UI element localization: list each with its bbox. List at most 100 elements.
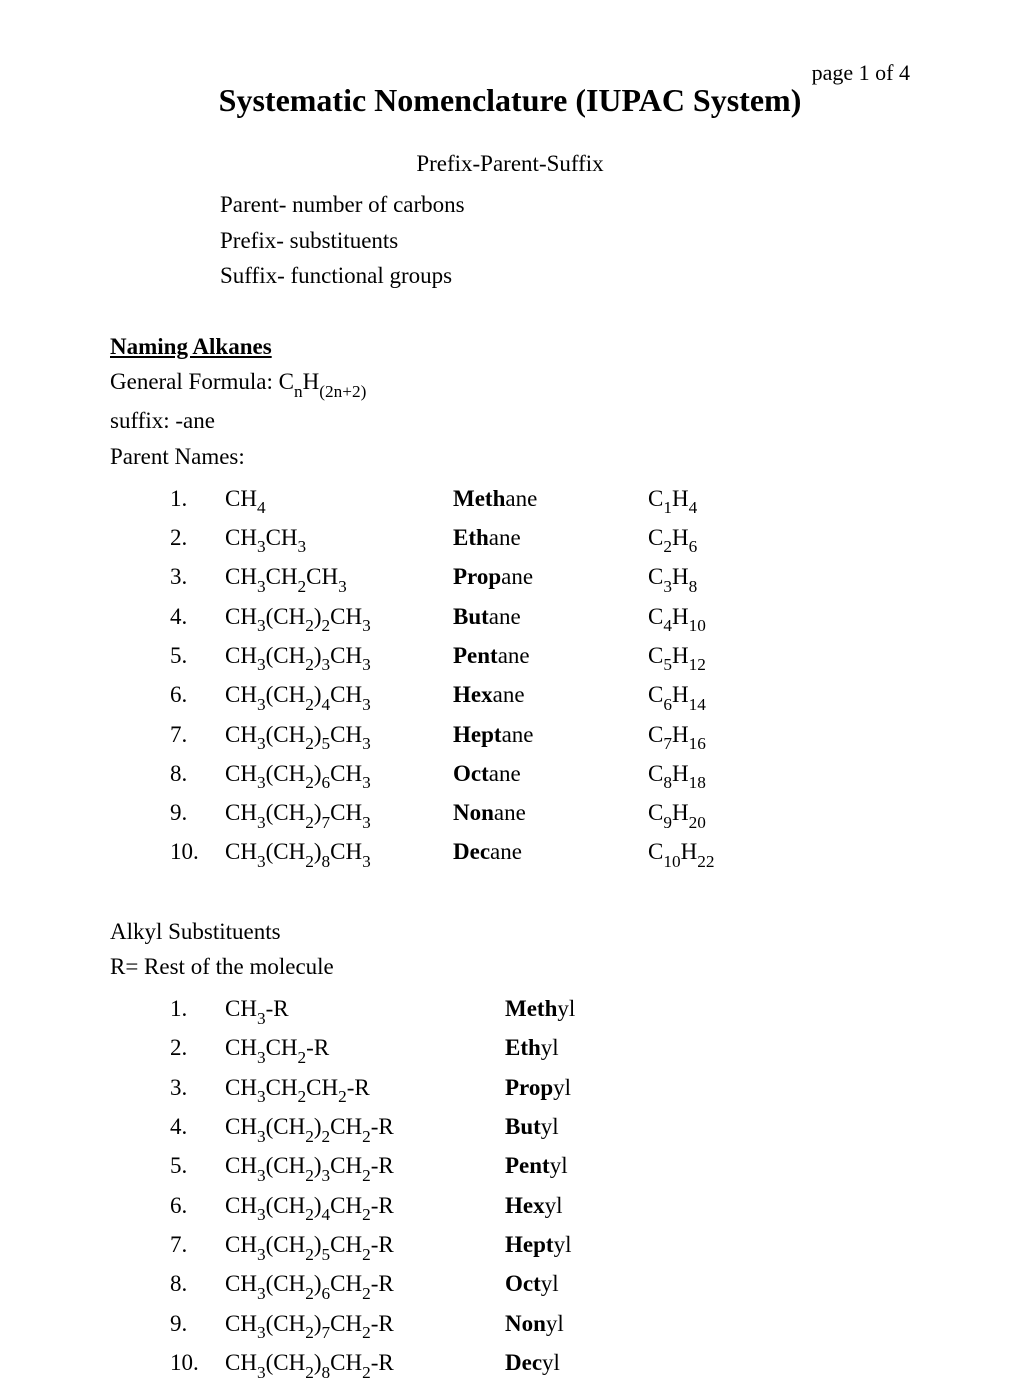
alkane-name: Nonane [453,795,648,834]
alkane-name: Ethane [453,520,648,559]
table-row: 7.CH3(CH2)5CH3HeptaneC7H16 [170,717,910,756]
substituent-name: Methyl [505,991,705,1030]
substituent-name: Decyl [505,1345,705,1384]
parent-description: Parent- number of carbons [220,187,910,223]
molecular-formula: C2H6 [648,520,788,559]
page-number: page 1 of 4 [812,60,910,86]
table-row: 2.CH3CH2-REthyl [170,1030,910,1069]
substituent-name: Propyl [505,1070,705,1109]
structural-formula: CH3(CH2)7CH2-R [225,1306,505,1345]
row-number: 7. [170,1227,225,1266]
table-row: 8.CH3(CH2)6CH2-ROctyl [170,1266,910,1305]
table-row: 10.CH3(CH2)8CH2-RDecyl [170,1345,910,1384]
structural-formula: CH3(CH2)4CH2-R [225,1188,505,1227]
structural-formula: CH3(CH2)6CH2-R [225,1266,505,1305]
substituent-name: Heptyl [505,1227,705,1266]
substituent-name: Ethyl [505,1030,705,1069]
row-number: 1. [170,991,225,1030]
alkane-name: Propane [453,559,648,598]
structural-formula: CH3(CH2)6CH3 [225,756,453,795]
structural-formula: CH3(CH2)3CH2-R [225,1148,505,1187]
row-number: 9. [170,1306,225,1345]
suffix-line: suffix: -ane [110,403,910,439]
row-number: 9. [170,795,225,834]
table-row: 5.CH3(CH2)3CH3PentaneC5H12 [170,638,910,677]
substituent-name: Butyl [505,1109,705,1148]
table-row: 5.CH3(CH2)3CH2-RPentyl [170,1148,910,1187]
alkane-name: Heptane [453,717,648,756]
row-number: 7. [170,717,225,756]
alkane-table: 1.CH4MethaneC1H42.CH3CH3EthaneC2H63.CH3C… [170,481,910,874]
r-definition: R= Rest of the molecule [110,949,910,985]
table-row: 9.CH3(CH2)7CH2-RNonyl [170,1306,910,1345]
substituent-name: Hexyl [505,1188,705,1227]
molecular-formula: C1H4 [648,481,788,520]
table-row: 7.CH3(CH2)5CH2-RHeptyl [170,1227,910,1266]
structural-formula: CH3CH2CH2-R [225,1070,505,1109]
structural-formula: CH3CH2-R [225,1030,505,1069]
molecular-formula: C8H18 [648,756,788,795]
structural-formula: CH3(CH2)5CH2-R [225,1227,505,1266]
row-number: 8. [170,1266,225,1305]
substituent-table: 1.CH3-RMethyl2.CH3CH2-REthyl3.CH3CH2CH2-… [170,991,910,1384]
row-number: 3. [170,1070,225,1109]
row-number: 5. [170,1148,225,1187]
substituent-name: Octyl [505,1266,705,1305]
structural-formula: CH3(CH2)3CH3 [225,638,453,677]
structural-formula: CH3(CH2)4CH3 [225,677,453,716]
structural-formula: CH3(CH2)2CH2-R [225,1109,505,1148]
table-row: 6.CH3(CH2)4CH2-RHexyl [170,1188,910,1227]
structural-formula: CH3CH3 [225,520,453,559]
table-row: 9.CH3(CH2)7CH3NonaneC9H20 [170,795,910,834]
alkane-name: Butane [453,599,648,638]
structural-formula: CH4 [225,481,453,520]
alkane-name: Octane [453,756,648,795]
substituent-name: Pentyl [505,1148,705,1187]
molecular-formula: C9H20 [648,795,788,834]
table-row: 10.CH3(CH2)8CH3DecaneC10H22 [170,834,910,873]
structural-formula: CH3-R [225,991,505,1030]
row-number: 2. [170,1030,225,1069]
molecular-formula: C7H16 [648,717,788,756]
molecular-formula: C5H12 [648,638,788,677]
table-row: 8.CH3(CH2)6CH3OctaneC8H18 [170,756,910,795]
suffix-description: Suffix- functional groups [220,258,910,294]
row-number: 1. [170,481,225,520]
structural-formula: CH3(CH2)2CH3 [225,599,453,638]
general-formula: General Formula: CnH(2n+2) [110,364,910,403]
structural-formula: CH3(CH2)5CH3 [225,717,453,756]
molecular-formula: C10H22 [648,834,788,873]
table-row: 3.CH3CH2CH3PropaneC3H8 [170,559,910,598]
table-row: 1.CH4MethaneC1H4 [170,481,910,520]
row-number: 10. [170,834,225,873]
parent-names-label: Parent Names: [110,439,910,475]
table-row: 1.CH3-RMethyl [170,991,910,1030]
row-number: 4. [170,1109,225,1148]
molecular-formula: C4H10 [648,599,788,638]
table-row: 3.CH3CH2CH2-RPropyl [170,1070,910,1109]
structural-formula: CH3(CH2)7CH3 [225,795,453,834]
substituent-name: Nonyl [505,1306,705,1345]
row-number: 2. [170,520,225,559]
row-number: 10. [170,1345,225,1384]
structural-formula: CH3(CH2)8CH2-R [225,1345,505,1384]
row-number: 8. [170,756,225,795]
alkane-name: Methane [453,481,648,520]
molecular-formula: C3H8 [648,559,788,598]
substituents-heading: Alkyl Substituents [110,914,910,950]
structural-formula: CH3(CH2)8CH3 [225,834,453,873]
alkanes-heading: Naming Alkanes [110,334,910,360]
structural-formula: CH3CH2CH3 [225,559,453,598]
alkane-name: Decane [453,834,648,873]
table-row: 2.CH3CH3EthaneC2H6 [170,520,910,559]
general-formula-label: General Formula: [110,369,279,394]
row-number: 6. [170,1188,225,1227]
prefix-description: Prefix- substituents [220,223,910,259]
row-number: 4. [170,599,225,638]
table-row: 6.CH3(CH2)4CH3HexaneC6H14 [170,677,910,716]
row-number: 3. [170,559,225,598]
page-title: Systematic Nomenclature (IUPAC System) [110,82,910,119]
row-number: 6. [170,677,225,716]
table-row: 4.CH3(CH2)2CH2-RButyl [170,1109,910,1148]
alkane-name: Hexane [453,677,648,716]
